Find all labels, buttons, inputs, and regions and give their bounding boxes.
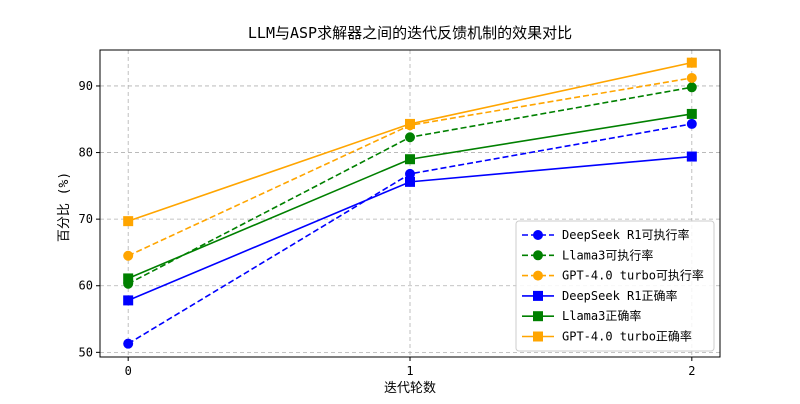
y-tick-label: 60 xyxy=(79,279,93,293)
series-group xyxy=(123,57,697,227)
data-point-circle xyxy=(686,118,697,129)
y-tick-label: 80 xyxy=(79,146,93,160)
x-tick-label: 1 xyxy=(406,364,413,378)
legend-marker-square xyxy=(533,331,543,342)
x-tick-label: 2 xyxy=(688,364,695,378)
x-axis-label: 迭代轮数 xyxy=(384,381,436,396)
legend-label: DeepSeek R1正确率 xyxy=(562,288,677,303)
legend-marker-square xyxy=(533,311,543,322)
series-group xyxy=(123,151,697,306)
legend: DeepSeek R1可执行率 Llama3可执行率 GPT-4.0 turbo可执… xyxy=(515,220,715,352)
legend-label: Llama3正确率 xyxy=(562,308,641,323)
data-point-square xyxy=(123,273,134,284)
y-tick-label: 70 xyxy=(79,212,93,226)
chart-title: LLM与ASP求解器之间的迭代反馈机制的效果对比 xyxy=(248,24,572,42)
y-tick-label: 50 xyxy=(79,345,93,359)
legend-marker-circle xyxy=(533,230,543,240)
data-point-circle xyxy=(123,250,134,261)
legend-label: GPT-4.0 turbo可执行率 xyxy=(562,268,704,283)
data-point-square xyxy=(405,154,415,165)
data-point-circle xyxy=(686,82,697,93)
legend-marker-circle xyxy=(533,270,543,281)
data-point-square xyxy=(686,57,697,68)
y-axis-label: 百分比 (%) xyxy=(57,172,72,242)
series-group xyxy=(123,108,697,284)
legend-marker-circle xyxy=(533,250,543,261)
data-point-circle xyxy=(686,72,697,83)
legend-label: GPT-4.0 turbo正确率 xyxy=(562,329,692,344)
series-lines xyxy=(123,57,697,349)
legend-label: DeepSeek R1可执行率 xyxy=(562,227,689,242)
data-point-square xyxy=(123,216,134,227)
legend-marker-square xyxy=(533,290,543,301)
data-point-square xyxy=(405,176,415,187)
data-point-square xyxy=(123,295,134,306)
data-point-circle xyxy=(123,338,134,349)
axes: 0 1 2 50 60 70 80 90 xyxy=(79,49,721,378)
data-point-square xyxy=(405,118,415,129)
data-point-square xyxy=(686,151,697,162)
legend-label: Llama3可执行率 xyxy=(562,247,653,262)
x-tick-label: 0 xyxy=(125,364,132,378)
legend-box xyxy=(515,220,715,352)
data-point-square xyxy=(686,108,697,119)
data-point-circle xyxy=(405,132,415,143)
y-tick-label: 90 xyxy=(79,79,93,93)
